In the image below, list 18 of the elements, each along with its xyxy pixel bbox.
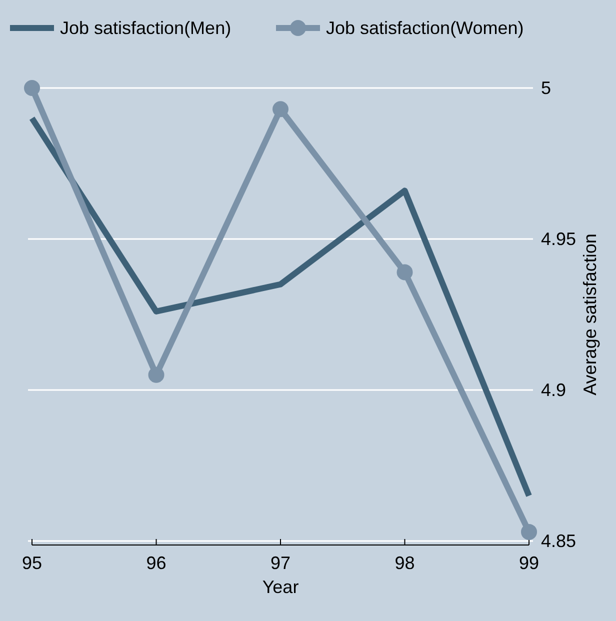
legend-label: Job satisfaction(Women): [326, 18, 524, 38]
x-tick-label: 99: [518, 553, 540, 573]
y-tick-label: 4.85: [541, 531, 576, 551]
x-tick-label: 95: [22, 553, 42, 573]
x-tick-label: 97: [270, 553, 291, 573]
point: [272, 101, 288, 118]
x-axis-title: Year: [262, 577, 299, 597]
y-tick-label: 5: [541, 78, 552, 98]
point: [521, 524, 537, 540]
point: [24, 80, 40, 96]
y-tick-label: 4.95: [541, 229, 576, 249]
x-tick-label: 96: [146, 553, 166, 573]
point: [148, 366, 164, 383]
point: [396, 264, 413, 280]
y-tick-label: 4.9: [541, 380, 566, 400]
legend-label: Job satisfaction(Men): [60, 18, 232, 38]
y-axis-title: Average satisfaction: [580, 234, 600, 396]
x-tick-label: 98: [394, 553, 415, 573]
